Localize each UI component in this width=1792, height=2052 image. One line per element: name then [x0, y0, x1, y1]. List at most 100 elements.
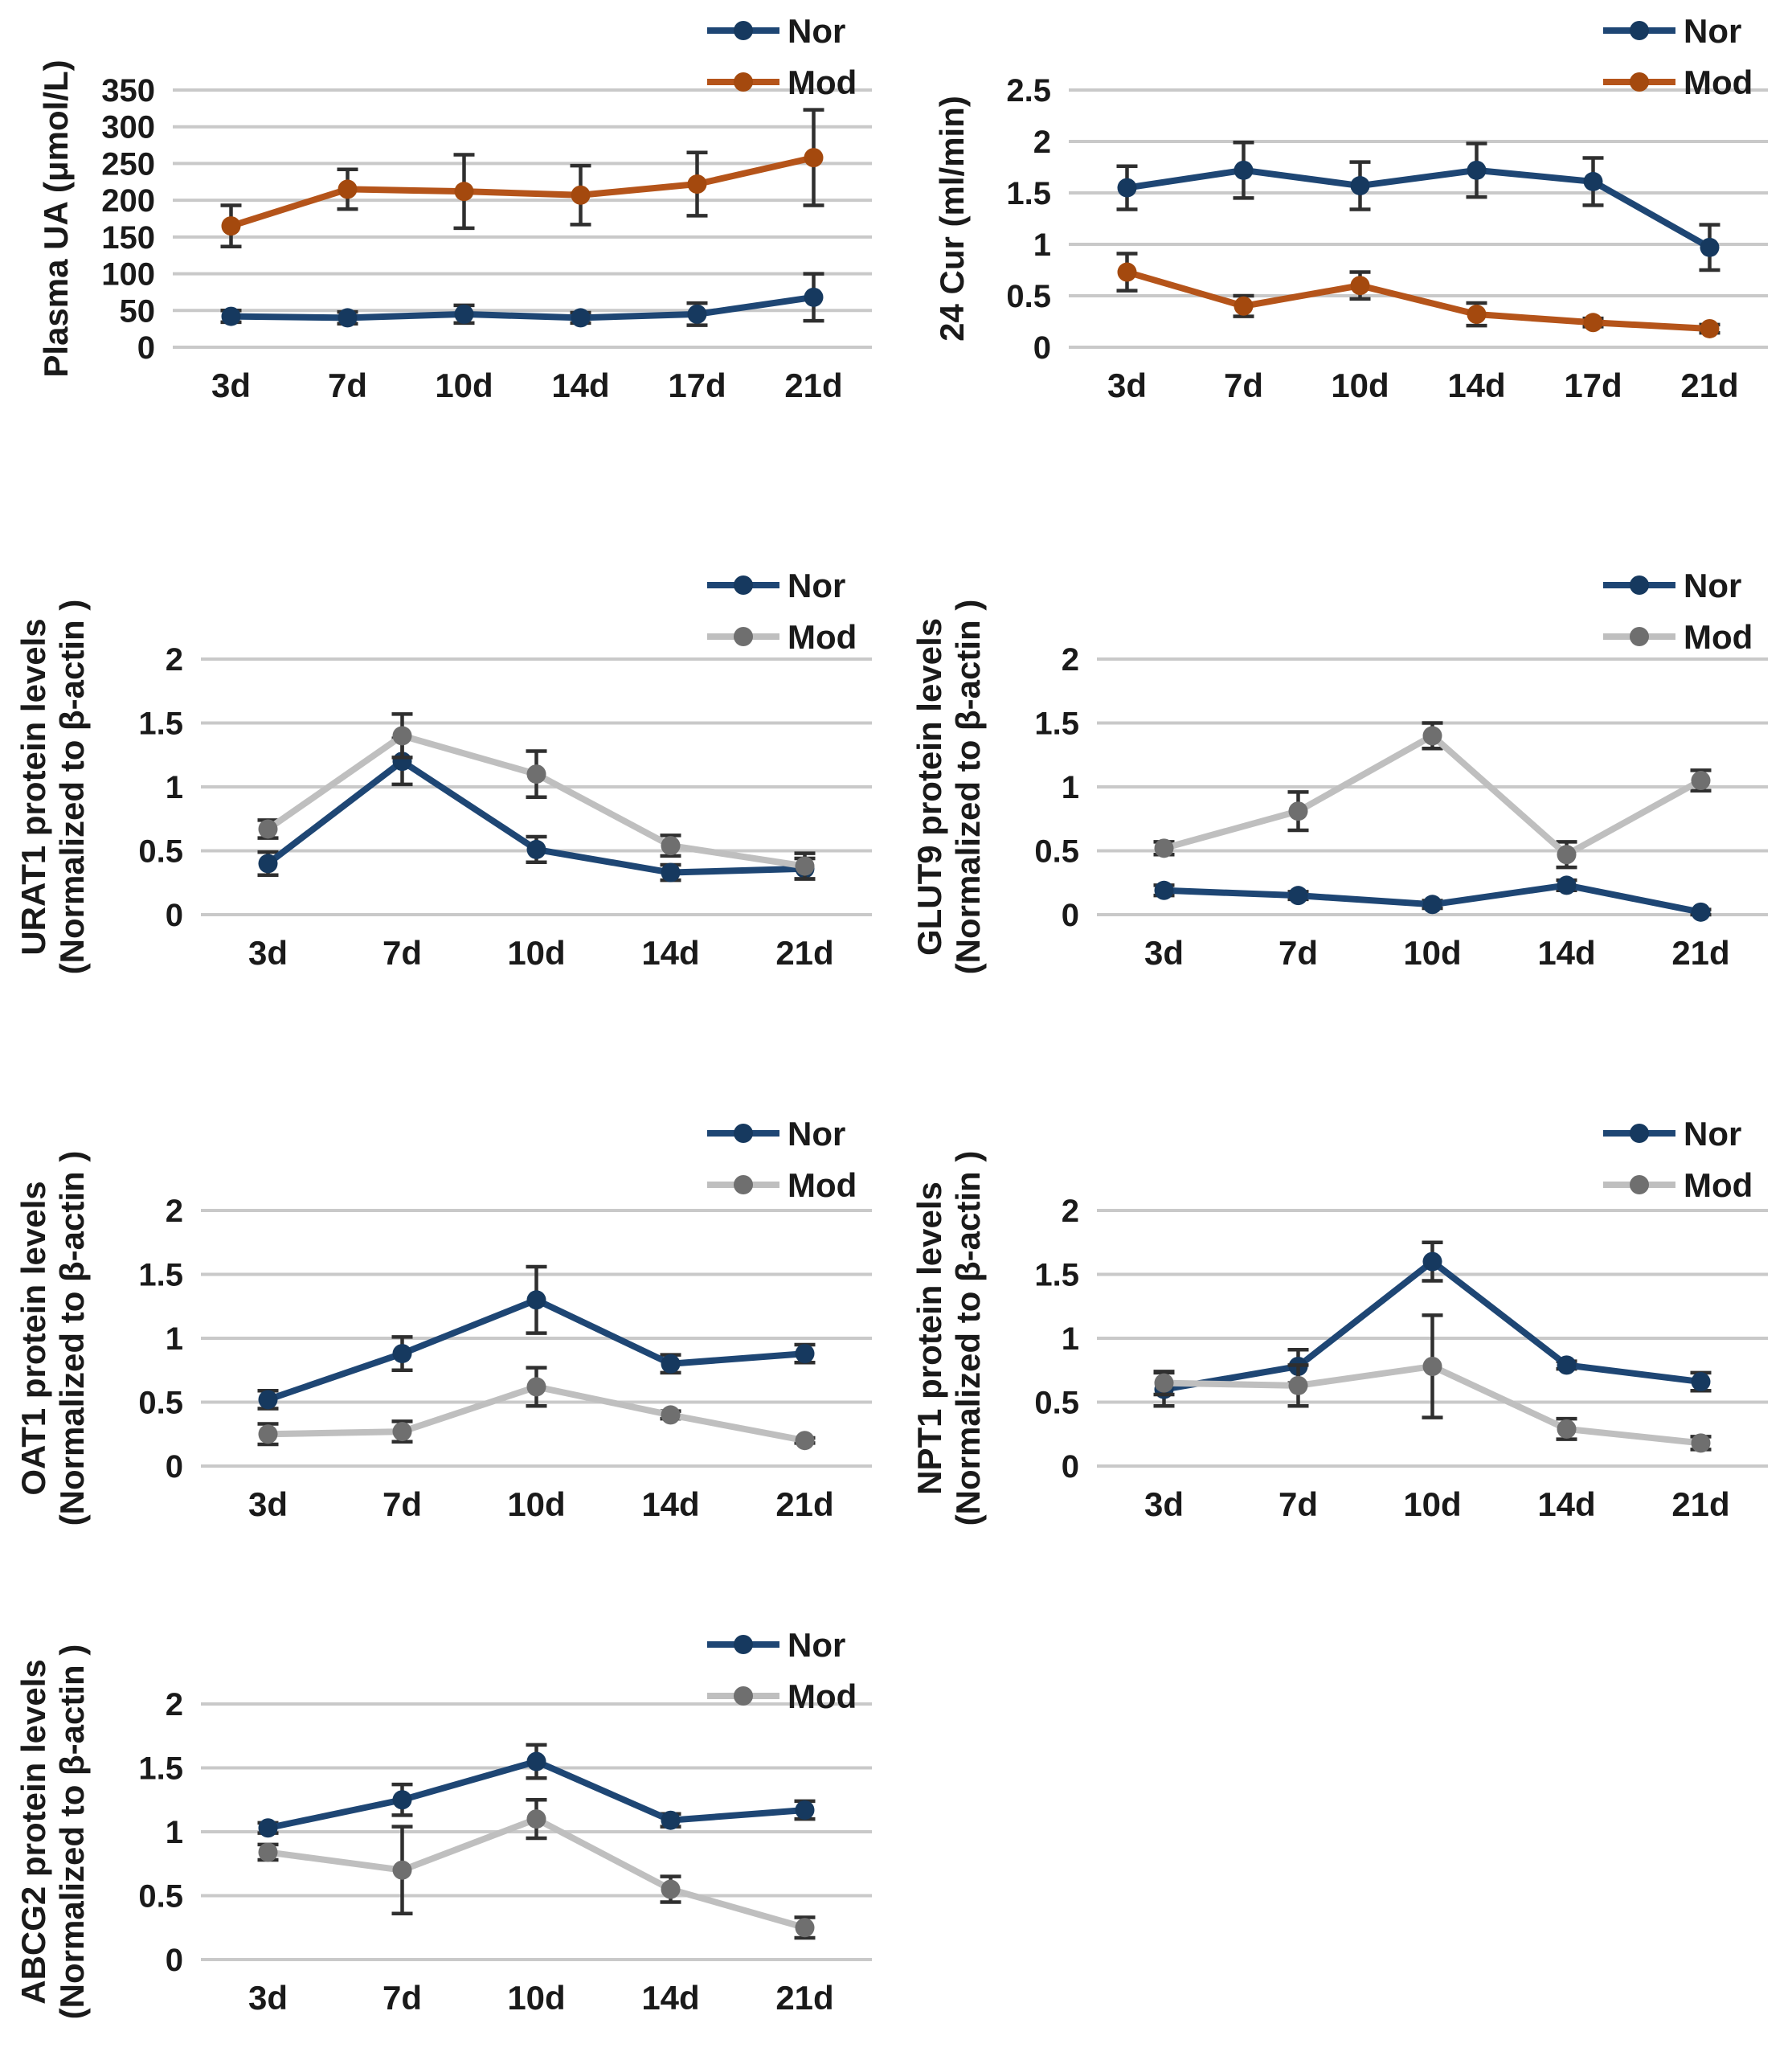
svg-text:Plasma UA (μmol/L): Plasma UA (μmol/L): [37, 59, 75, 377]
x-tick-label: 10d: [1331, 367, 1389, 404]
data-point: [258, 1818, 278, 1838]
data-point: [1557, 1419, 1577, 1439]
data-point: [661, 862, 681, 883]
x-tick-label: 10d: [507, 1485, 565, 1523]
x-tick-label: 14d: [1447, 367, 1505, 404]
y-tick-label: 0.5: [1034, 1386, 1079, 1421]
x-tick-labels: 3d 7d 10d 14d 21d: [248, 1979, 834, 2017]
data-point: [661, 1879, 681, 1899]
chart-urat1-protein: 0 0.5 1 1.5 2 3d 7d 10d 14d 21d URAT1 protein leve…: [0, 490, 896, 1053]
24-cur-svg: 0 0.5 1 1.5 2 2.5 3d 7d 10d 14d 17d 21d 24 Cur (ml/m…: [933, 12, 1768, 404]
x-tick-label: 17d: [668, 367, 726, 404]
legend: Nor Mod: [707, 567, 857, 656]
legend-swatch-marker: [1630, 21, 1649, 40]
data-point: [258, 1424, 278, 1444]
cell-plasma-ua: 0 50 100 150 200 250 300 350 3d 7d 10d 14d 17d 21d Pla…: [0, 0, 896, 490]
x-tick-label: 7d: [1279, 1485, 1318, 1523]
svg-text:OAT1 protein levels(Normalized: OAT1 protein levels(Normalized to β-acti…: [14, 1151, 91, 1526]
y-tick-label: 0.5: [138, 1386, 183, 1421]
x-tick-label: 7d: [1279, 934, 1318, 972]
gridlines: [1069, 88, 1768, 349]
data-point: [1350, 176, 1370, 196]
data-point: [804, 287, 824, 307]
data-point: [1583, 313, 1603, 333]
series-Mod: [1153, 721, 1712, 870]
data-point: [526, 764, 546, 784]
legend: Nor Mod: [707, 12, 857, 101]
legend: Nor Mod: [707, 1115, 857, 1204]
svg-text:24 Cur (ml/min): 24 Cur (ml/min): [933, 96, 971, 342]
legend-swatch-marker: [1630, 627, 1649, 646]
legend-label: Nor: [788, 1115, 845, 1153]
legend: Nor Mod: [1603, 567, 1753, 656]
data-point: [1557, 1355, 1577, 1375]
data-point: [392, 1790, 412, 1810]
legend-swatch-marker: [734, 1124, 753, 1143]
legend-label: Mod: [788, 618, 857, 656]
y-tick-label: 2: [1033, 125, 1051, 160]
x-tick-label: 21d: [1671, 934, 1729, 972]
y-tick-label: 150: [101, 220, 155, 256]
data-point: [1154, 838, 1174, 858]
empty-cell: [896, 1616, 1792, 2052]
data-point: [258, 1842, 278, 1862]
x-tick-label: 17d: [1564, 367, 1622, 404]
y-tick-label: 0: [137, 330, 155, 366]
y-tick-label: 1: [1062, 770, 1079, 805]
cell-abcg2: 0 0.5 1 1.5 2 3d 7d 10d 14d 21d ABCG2 protein leve…: [0, 1616, 896, 2052]
data-point: [392, 1344, 412, 1364]
y-tick-label: 250: [101, 146, 155, 182]
x-tick-labels: 3d 7d 10d 14d 21d: [1144, 1485, 1730, 1523]
urat1-svg: 0 0.5 1 1.5 2 3d 7d 10d 14d 21d URAT1 protein leve…: [14, 567, 872, 974]
legend: Nor Mod: [707, 1626, 857, 1715]
x-tick-label: 14d: [551, 367, 609, 404]
data-point: [1422, 895, 1442, 915]
y-tick-labels: 0 0.5 1 1.5 2 2.5: [1006, 73, 1051, 366]
y-tick-label: 50: [120, 293, 156, 329]
x-tick-label: 3d: [248, 1485, 288, 1523]
data-point: [687, 174, 707, 195]
y-tick-label: 350: [101, 73, 155, 109]
x-tick-label: 7d: [383, 934, 422, 972]
data-point: [526, 1809, 546, 1829]
legend-swatch-marker: [734, 575, 753, 595]
x-tick-label: 3d: [1144, 934, 1184, 972]
series-Nor: [220, 272, 824, 328]
data-point: [1700, 318, 1720, 338]
data-point: [258, 854, 278, 874]
series-line: [1163, 732, 1703, 858]
legend-swatch-marker: [734, 72, 753, 92]
data-point: [1700, 237, 1720, 257]
x-tick-labels: 3d 7d 10d 14d 17d 21d: [211, 367, 843, 404]
x-tick-label: 14d: [641, 1979, 699, 2017]
data-point: [1467, 305, 1487, 325]
x-tick-label: 21d: [775, 934, 833, 972]
data-point: [526, 1377, 546, 1397]
x-tick-label: 21d: [775, 1485, 833, 1523]
x-tick-label: 14d: [1537, 934, 1595, 972]
cell-24-cur: 0 0.5 1 1.5 2 2.5 3d 7d 10d 14d 17d 21d 24 Cur (ml/m…: [896, 0, 1792, 490]
data-point: [454, 182, 474, 202]
series-line: [1126, 166, 1712, 251]
legend-swatch-marker: [734, 21, 753, 40]
y-tick-label: 0: [166, 1449, 183, 1485]
y-tick-label: 0.5: [138, 1879, 183, 1915]
y-axis-label: NPT1 protein levels(Normalized to β-acti…: [910, 1151, 987, 1526]
y-tick-label: 1.5: [1034, 707, 1079, 742]
legend-label: Mod: [1684, 63, 1753, 101]
legend-swatch-marker: [1630, 72, 1649, 92]
data-point: [1422, 1251, 1442, 1272]
y-tick-label: 0: [1033, 330, 1051, 366]
series-Mod: [257, 1798, 816, 1940]
data-point: [526, 839, 546, 859]
data-point: [795, 1344, 815, 1364]
x-tick-label: 21d: [1671, 1485, 1729, 1523]
data-point: [1691, 902, 1711, 922]
svg-text:GLUT9 protein levels(Normalize: GLUT9 protein levels(Normalized to β-act…: [910, 600, 987, 975]
data-point: [1234, 296, 1254, 316]
data-point: [1288, 1375, 1308, 1395]
data-point: [338, 179, 358, 199]
